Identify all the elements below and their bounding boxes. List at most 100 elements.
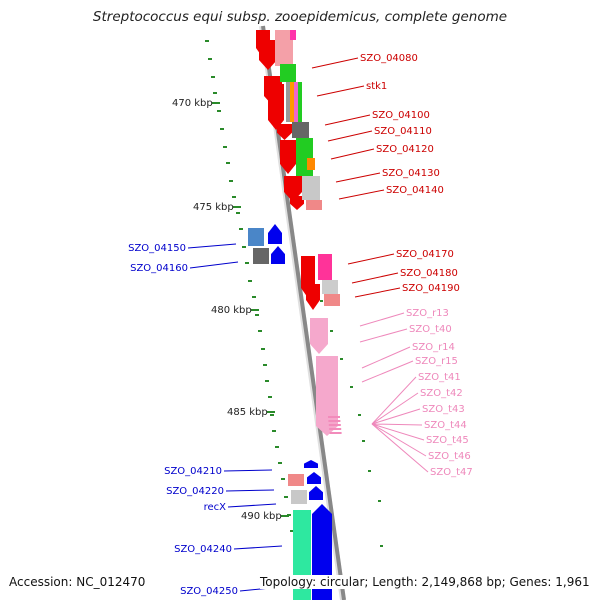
- gene-block: [291, 490, 307, 504]
- gene-leader-line: [327, 130, 373, 142]
- gene-arrow: [271, 246, 285, 264]
- ruler-tick: [252, 296, 256, 298]
- ruler-tick: [226, 162, 230, 164]
- gene-leader-line: [324, 114, 371, 126]
- gene-leader-line: [338, 189, 385, 200]
- rna-leader-line: [371, 423, 427, 457]
- rna-leader-line: [359, 328, 408, 343]
- rna-label: SZO_t41: [418, 372, 461, 383]
- gene-arrow: [284, 176, 302, 202]
- gene-label: stk1: [366, 81, 387, 92]
- rna-tick: [329, 432, 342, 434]
- ruler-tick: [213, 92, 217, 94]
- gene-label: SZO_04180: [400, 268, 458, 279]
- gene-block: [324, 294, 340, 306]
- gene-block: [280, 64, 296, 82]
- gene-leader-line: [223, 469, 273, 472]
- ruler-tick: [368, 470, 371, 472]
- rna-leader-line: [371, 408, 421, 425]
- gene-label: SZO_04160: [130, 263, 188, 274]
- gene-block: [248, 228, 264, 246]
- rna-label: SZO_t40: [409, 324, 452, 335]
- gene-label: SZO_04220: [166, 486, 224, 497]
- accession-text: Accession: NC_012470: [9, 575, 146, 589]
- ruler-tick: [350, 386, 353, 388]
- ruler-major-tick: [212, 102, 220, 104]
- gene-block: [322, 280, 338, 294]
- gene-label: SZO_04100: [372, 110, 430, 121]
- gene-leader-line: [347, 253, 395, 265]
- gene-label: SZO_04170: [396, 249, 454, 260]
- gene-label: SZO_04190: [402, 283, 460, 294]
- rna-leader-line: [371, 423, 425, 441]
- ruler-tick: [265, 380, 269, 382]
- rna-label: SZO_t42: [420, 388, 463, 399]
- gene-arrow: [280, 140, 296, 174]
- gene-block: [253, 248, 269, 264]
- gene-label: SZO_04080: [360, 53, 418, 64]
- rna-arrow: [310, 318, 328, 354]
- ruler-tick: [248, 280, 252, 282]
- ruler-tick: [340, 358, 343, 360]
- gene-block: [290, 82, 294, 122]
- ruler-tick: [263, 364, 267, 366]
- gene-arrow: [306, 284, 320, 310]
- ruler-label: 480 kbp: [211, 305, 252, 316]
- gene-block: [296, 138, 313, 176]
- rna-label: SZO_t47: [430, 467, 473, 478]
- gene-label: SZO_04210: [164, 466, 222, 477]
- ruler-tick: [281, 478, 285, 480]
- gene-arrow: [304, 460, 318, 468]
- gene-leader-line: [330, 148, 375, 160]
- gene-block: [292, 122, 309, 138]
- gene-label: SZO_04150: [128, 243, 186, 254]
- gene-leader-line: [187, 243, 237, 249]
- rna-tick: [328, 416, 340, 418]
- ruler-label: 485 kbp: [227, 407, 268, 418]
- rna-leader-line: [361, 346, 411, 369]
- gene-label: SZO_04110: [374, 126, 432, 137]
- gene-block: [294, 82, 298, 122]
- gene-arrow: [290, 196, 304, 210]
- gene-block: [288, 474, 304, 486]
- ruler-label: 470 kbp: [172, 98, 213, 109]
- rna-leader-line: [371, 376, 417, 425]
- ruler-tick: [205, 40, 209, 42]
- genome-title: Streptococcus equi subsp. zooepidemicus,…: [92, 9, 508, 25]
- ruler-tick: [211, 76, 215, 78]
- gene-leader-line: [311, 57, 359, 69]
- gene-leader-line: [316, 85, 365, 97]
- ruler-tick: [270, 414, 274, 416]
- rna-leader-line: [361, 360, 414, 383]
- gene-arrow: [268, 224, 282, 244]
- ruler-label: 475 kbp: [193, 202, 234, 213]
- gene-arrow: [277, 124, 292, 140]
- gene-leader-line: [227, 503, 277, 508]
- gene-label: recX: [204, 502, 227, 513]
- gene-label: SZO_04120: [376, 144, 434, 155]
- gene-arrow: [309, 486, 323, 500]
- rna-tick: [328, 420, 341, 422]
- ruler-tick: [258, 330, 262, 332]
- gene-leader-line: [233, 545, 283, 550]
- ruler-tick: [378, 500, 381, 502]
- gene-leader-line: [225, 489, 275, 492]
- ruler-tick: [232, 196, 236, 198]
- ruler-tick: [245, 262, 249, 264]
- ruler-tick: [208, 58, 212, 60]
- gene-label: SZO_04240: [174, 544, 232, 555]
- gene-leader-line: [335, 172, 381, 183]
- gene-block: [290, 30, 296, 40]
- ruler-tick: [380, 545, 383, 547]
- ruler-tick: [261, 348, 265, 350]
- ruler-tick: [236, 212, 240, 214]
- rna-label: SZO_t44: [424, 420, 467, 431]
- rna-label: SZO_r15: [415, 356, 458, 367]
- rna-label: SZO_r14: [412, 342, 455, 353]
- ruler-tick: [362, 440, 365, 442]
- gene-leader-line: [189, 261, 239, 269]
- ruler-tick: [268, 396, 272, 398]
- rna-leader-line: [359, 312, 405, 327]
